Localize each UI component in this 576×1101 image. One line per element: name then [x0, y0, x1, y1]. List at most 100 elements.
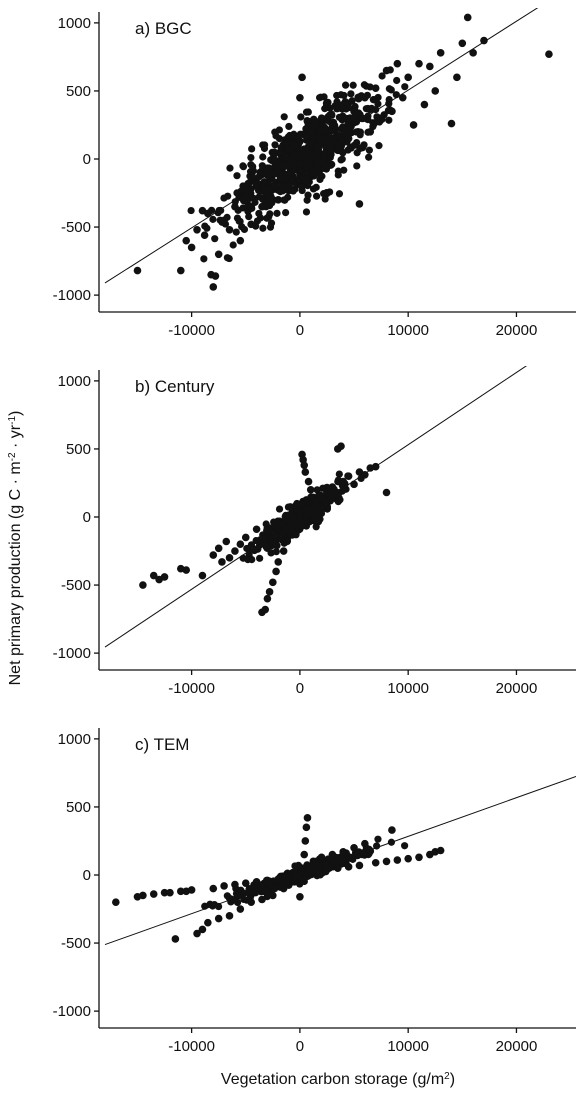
- data-point: [357, 143, 366, 152]
- data-point: [291, 520, 300, 528]
- data-point: [291, 862, 299, 870]
- y-tick-label: 0: [83, 151, 91, 168]
- data-point: [209, 215, 217, 223]
- data-point: [333, 141, 342, 150]
- data-point: [278, 531, 286, 539]
- data-point: [366, 83, 374, 91]
- data-point: [371, 858, 380, 867]
- data-point: [355, 861, 364, 870]
- data-point: [263, 594, 272, 603]
- data-point: [301, 837, 310, 845]
- y-axis-title-sup2: -1: [7, 416, 18, 425]
- data-point: [388, 826, 396, 834]
- data-point: [262, 887, 270, 895]
- data-point: [323, 483, 331, 491]
- data-point: [307, 138, 315, 146]
- data-point: [229, 241, 237, 249]
- y-axis-title-sup1: -2: [7, 452, 18, 461]
- data-point: [317, 492, 326, 501]
- data-point: [328, 859, 337, 867]
- data-point: [263, 876, 272, 885]
- data-point: [306, 863, 315, 871]
- data-point: [258, 895, 266, 904]
- data-point: [209, 283, 218, 291]
- data-point: [275, 126, 283, 134]
- data-point: [291, 151, 300, 159]
- data-point: [323, 488, 331, 497]
- data-point: [310, 517, 319, 525]
- data-point: [247, 220, 255, 229]
- data-point: [209, 884, 218, 893]
- data-point: [204, 209, 212, 218]
- y-tick-label: -1000: [53, 1003, 91, 1020]
- data-point: [415, 853, 423, 862]
- data-point: [256, 168, 264, 176]
- data-point: [176, 887, 185, 896]
- data-point: [326, 188, 334, 196]
- data-point: [182, 236, 191, 245]
- data-point: [371, 462, 380, 471]
- y-axis-title: Net primary production (g C · m-2 · yr-1…: [7, 411, 25, 686]
- data-point: [276, 188, 284, 196]
- data-point: [283, 537, 291, 546]
- x-tick-label: 0: [296, 322, 304, 339]
- data-point: [267, 219, 276, 227]
- data-point: [306, 127, 315, 136]
- data-point: [436, 846, 445, 855]
- data-point: [245, 888, 254, 896]
- data-point: [317, 505, 325, 513]
- data-point: [236, 905, 245, 913]
- data-point: [176, 266, 185, 275]
- data-point: [266, 527, 274, 535]
- data-point: [233, 189, 241, 197]
- data-point: [272, 567, 280, 576]
- data-point: [258, 202, 266, 211]
- data-point: [393, 76, 401, 85]
- panel-1: -1000 -500 0 500 1000 -10000 0 10000 20000 b) Cen…: [53, 366, 576, 697]
- y-tick-label: 500: [66, 83, 91, 100]
- data-point: [279, 162, 288, 170]
- data-point: [344, 472, 353, 480]
- data-point: [316, 134, 324, 142]
- data-point: [382, 857, 391, 866]
- data-point: [215, 902, 223, 911]
- data-point: [247, 154, 255, 162]
- data-point: [295, 173, 304, 181]
- data-point: [317, 114, 326, 122]
- data-point: [360, 81, 368, 89]
- data-point: [297, 507, 305, 515]
- panel-title: a) BGC: [135, 19, 192, 38]
- data-point: [321, 195, 329, 203]
- data-point: [287, 176, 295, 184]
- data-point: [261, 605, 270, 614]
- data-point: [304, 147, 312, 155]
- data-point: [218, 558, 226, 566]
- data-point: [271, 182, 279, 190]
- data-point: [286, 503, 294, 511]
- data-point: [353, 162, 361, 170]
- data-point: [312, 119, 320, 127]
- data-point: [304, 477, 313, 486]
- data-point: [302, 108, 311, 116]
- x-axis-title-sup: 2: [444, 1071, 450, 1082]
- y-tick-label: -1000: [53, 287, 91, 304]
- data-point: [398, 93, 407, 102]
- data-point: [139, 581, 147, 589]
- x-tick-label: 10000: [387, 322, 429, 339]
- x-tick-label: 0: [296, 1038, 304, 1055]
- data-point: [225, 225, 234, 234]
- x-tick-label: -10000: [168, 680, 215, 697]
- data-point: [255, 193, 263, 201]
- data-point: [463, 13, 472, 22]
- data-point: [366, 846, 374, 854]
- data-point: [304, 181, 312, 190]
- data-point: [249, 162, 257, 171]
- data-point: [306, 509, 314, 517]
- data-point: [285, 182, 293, 191]
- plot-area: [104, 8, 553, 291]
- data-point: [350, 843, 358, 852]
- data-point: [335, 858, 343, 866]
- data-point: [392, 91, 400, 99]
- x-tick-label: -10000: [168, 1038, 215, 1055]
